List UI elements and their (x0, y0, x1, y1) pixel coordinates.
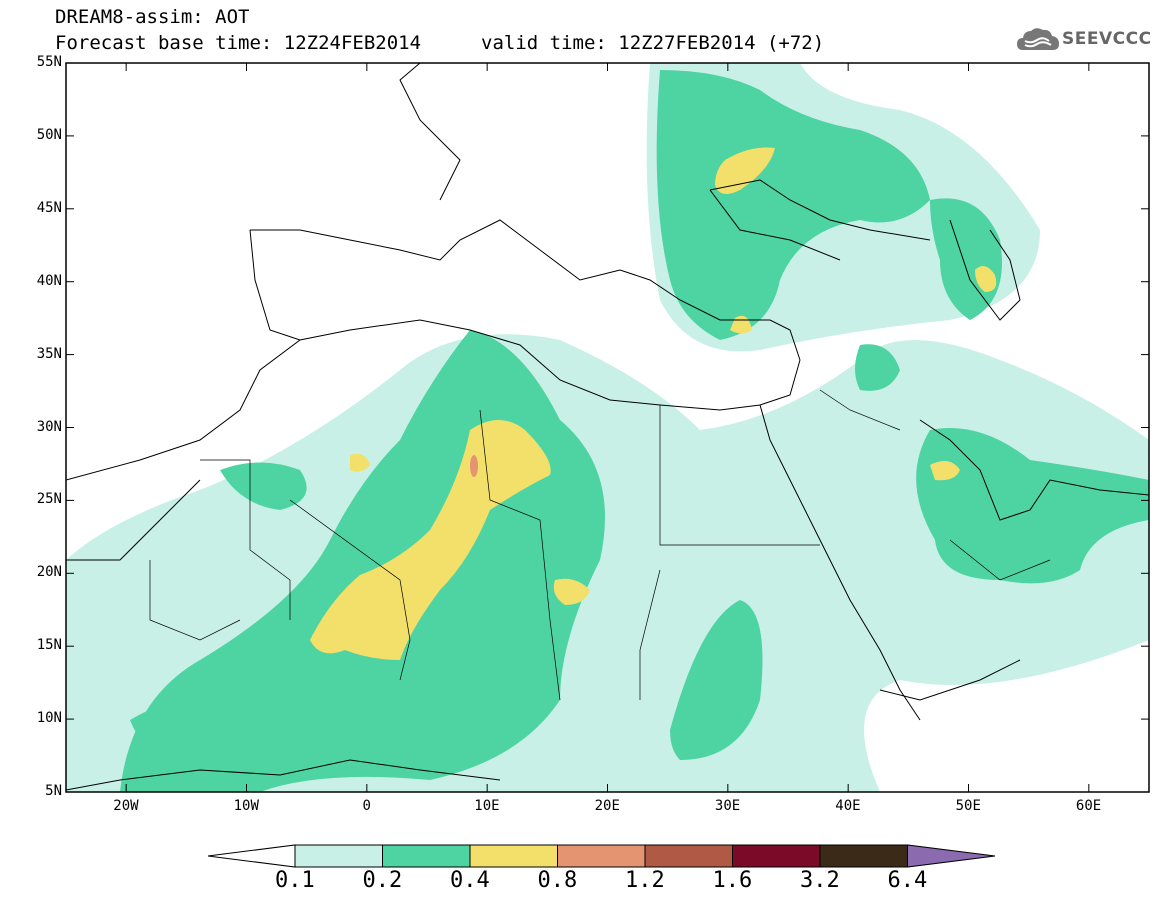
map-title: DREAM8-assim: AOT (55, 6, 250, 28)
colorbar-label: 1.6 (712, 868, 753, 893)
lat-label: 50N (36, 126, 62, 143)
axis-ticks (66, 62, 1149, 793)
colorbar-label: 6.4 (887, 868, 928, 893)
country-borders (149, 389, 1051, 701)
colorbar-label: 0.8 (537, 868, 578, 893)
lat-label: 45N (36, 199, 62, 216)
coastlines (66, 63, 1149, 791)
colorbar-label: 3.2 (800, 868, 840, 893)
lon-label: 30E (714, 798, 741, 814)
colorbar-label: 0.2 (362, 868, 403, 893)
lon-label: 20W (113, 798, 139, 814)
lon-label: 20E (594, 798, 620, 814)
lat-label: 20N (36, 564, 62, 581)
colorbar-label: 1.2 (625, 868, 665, 893)
lon-label: 40E (835, 798, 861, 814)
lon-label: 60E (1075, 798, 1102, 814)
lon-label: 50E (955, 798, 981, 814)
lat-label: 35N (36, 345, 62, 362)
seevccc-logo: SEEVCCC (1062, 29, 1152, 49)
lat-label: 55N (36, 54, 62, 70)
lat-label: 30N (36, 418, 62, 435)
lat-label: 15N (36, 637, 62, 654)
lon-label: 10W (233, 798, 259, 814)
aot-layer-0-8 (470, 455, 478, 477)
aot-layer-0-4 (310, 147, 997, 660)
cloud-icon (1017, 28, 1059, 50)
lat-label: 25N (36, 491, 62, 508)
lon-label: 0 (362, 798, 371, 814)
forecast-base-time: Forecast base time: 12Z24FEB2014 (55, 32, 422, 54)
valid-time: valid time: 12Z27FEB2014 (+72) (481, 32, 825, 54)
colorbar-label: 0.4 (450, 868, 490, 893)
lat-label: 40N (36, 272, 62, 289)
lon-label: 10E (474, 798, 500, 814)
lat-label: 5N (45, 783, 62, 799)
colorbar-label: 0.1 (275, 868, 315, 893)
lat-label: 10N (36, 710, 62, 727)
